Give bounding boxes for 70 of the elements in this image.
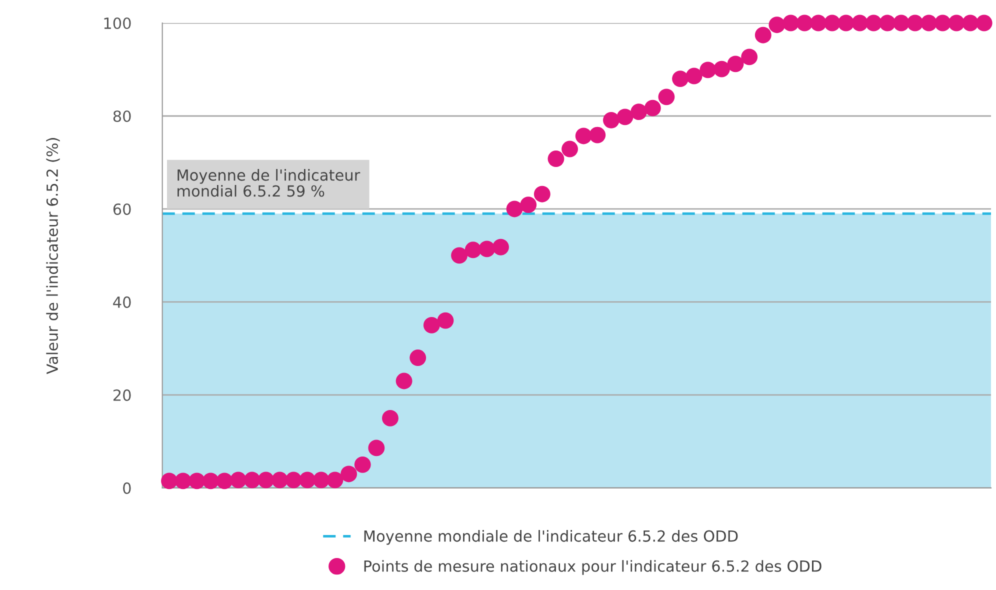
y-tick-label: 80: [113, 110, 131, 122]
point: [824, 14, 840, 32]
point: [906, 14, 924, 32]
point: [575, 128, 592, 144]
point: [741, 48, 758, 66]
point: [312, 472, 330, 488]
point: [478, 240, 496, 258]
point: [810, 14, 827, 32]
point: [492, 238, 509, 256]
point: [258, 472, 274, 488]
point: [534, 186, 550, 202]
point: [354, 456, 371, 473]
point: [396, 372, 412, 390]
point: [188, 472, 206, 490]
point: [230, 472, 247, 488]
point: [686, 68, 702, 84]
y-tick-label: 20: [113, 389, 131, 401]
point: [562, 140, 578, 158]
y-tick-label: 100: [104, 17, 131, 30]
point: [934, 14, 951, 32]
point: [920, 14, 938, 32]
point: [865, 14, 882, 32]
point: [368, 440, 385, 456]
point: [630, 104, 648, 120]
point: [437, 312, 454, 329]
annotation: Moyenne de l'indicateur mondial 6.5.2 59 %: [178, 169, 360, 197]
y-axis-title: Valeur de l'indicateur 6.5.2 (%): [46, 138, 60, 374]
point: [700, 62, 716, 78]
point: [272, 472, 288, 488]
point: [768, 16, 786, 34]
point: [644, 100, 661, 116]
point: [658, 88, 675, 106]
point: [754, 26, 772, 44]
point: [299, 472, 316, 488]
point: [782, 14, 799, 32]
point: [852, 14, 868, 32]
point: [423, 316, 440, 334]
legend-label: Moyenne mondiale de l'indicateur 6.5.2 des ODD: [364, 530, 738, 545]
point: [451, 247, 468, 264]
point: [174, 472, 192, 490]
point: [464, 242, 482, 258]
point: [285, 472, 302, 488]
y-tick-label: 40: [113, 296, 131, 308]
legend-label: Points de mesure nationaux pour l'indicateur 6.5.2 des ODD: [364, 560, 822, 575]
point: [326, 472, 344, 488]
point: [382, 410, 398, 426]
point: [713, 60, 730, 78]
point: [602, 112, 620, 128]
point: [976, 14, 992, 32]
point: [161, 472, 178, 490]
y-tick-label: 0: [123, 482, 131, 494]
point: [410, 350, 426, 366]
point: [589, 126, 606, 144]
point: [616, 108, 634, 126]
point: [796, 14, 813, 32]
point: [506, 200, 523, 218]
point: [948, 14, 965, 32]
point: [202, 472, 219, 490]
point: [340, 466, 358, 482]
point: [672, 70, 688, 88]
point: [893, 14, 910, 32]
point: [244, 472, 260, 488]
y-tick-label: 60: [113, 203, 131, 215]
point: [879, 14, 896, 32]
point: [727, 56, 744, 72]
point: [548, 150, 564, 167]
point: [520, 196, 537, 214]
point: [962, 14, 979, 32]
point: [216, 472, 233, 490]
point: [838, 14, 854, 32]
